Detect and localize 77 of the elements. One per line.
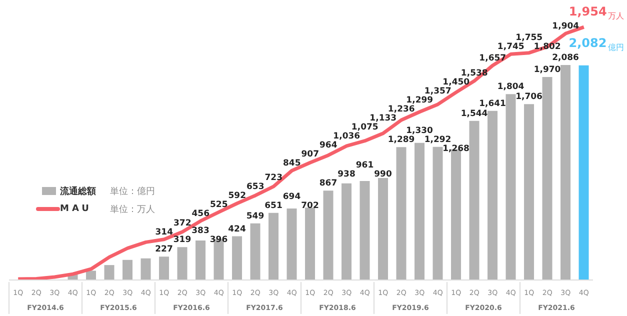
text: 万人 [608,12,624,21]
bar [286,208,297,280]
data-label: 2,086 [552,53,580,63]
data-label: 227 [155,244,173,255]
data-label: 1,641 [479,98,506,109]
data-label: 845 [283,158,301,169]
data-label: 702 [301,200,319,211]
bar [378,178,388,280]
bar [305,208,316,280]
data-label: 372 [174,218,192,228]
data-label: 1,904 [552,22,580,32]
data-label: 964 [320,140,338,151]
text: 億円 [608,43,624,52]
bar [140,258,151,280]
data-label: 1,954 [568,4,607,19]
data-label: 1,357 [424,86,452,97]
bar [122,260,133,280]
data-label: 1,075 [351,122,378,133]
data-label: 653 [246,182,264,192]
data-label: 1,330 [406,126,434,136]
data-label: 319 [173,235,192,246]
annotation: 単位：億円 [110,186,155,198]
bar [232,236,242,280]
data-label: 1,292 [424,135,452,146]
bar [360,180,370,280]
data-label: 383 [192,226,210,236]
data-label: 2,082 [568,36,607,50]
bar [432,146,443,280]
bar [578,65,589,280]
data-label: 1,133 [370,114,397,124]
legend-label: 流通総額 [60,185,97,198]
data-label: 907 [301,150,320,160]
data-label: 1,036 [333,132,360,142]
data-label: 456 [192,208,210,219]
bar [177,247,188,280]
bar [342,183,352,280]
data-label: 1,755 [516,33,543,44]
bar [414,142,425,280]
bar [86,270,96,280]
data-label: 1,804 [497,82,524,92]
data-label: 1,289 [388,135,415,146]
data-label: 1,236 [388,104,415,115]
data-label: 1,544 [460,108,488,119]
data-label: 525 [210,200,228,210]
data-label: 592 [228,190,246,201]
data-label: 549 [246,211,264,222]
bar [104,265,114,280]
bar [488,110,498,280]
data-label: 424 [228,224,246,234]
data-label: 694 [282,192,301,202]
data-label: 1,299 [406,96,434,106]
data-label: 1,268 [442,144,470,154]
bar [542,76,552,280]
data-label: 723 [264,172,283,183]
bar [396,147,406,280]
data-label: 1,745 [497,42,524,52]
bar [250,223,260,280]
data-label: 990 [374,170,392,180]
data-label: 1,706 [516,92,543,102]
bar [560,65,571,280]
bar [159,256,170,280]
data-label: 1,450 [442,78,470,88]
data-label: 1,970 [534,64,561,75]
bar [506,94,516,280]
data-label: 938 [338,170,356,180]
annotation: 単位：万人 [110,204,155,216]
data-label: 961 [356,160,374,171]
bar [524,104,534,280]
bar [469,120,480,280]
data-label: 314 [155,227,174,238]
data-label: 396 [210,235,228,246]
bar [268,212,279,280]
legend-label: MAU [60,204,93,214]
data-label: 867 [319,178,338,189]
data-label: 651 [264,200,282,211]
bar [196,240,206,280]
bar [323,190,334,280]
